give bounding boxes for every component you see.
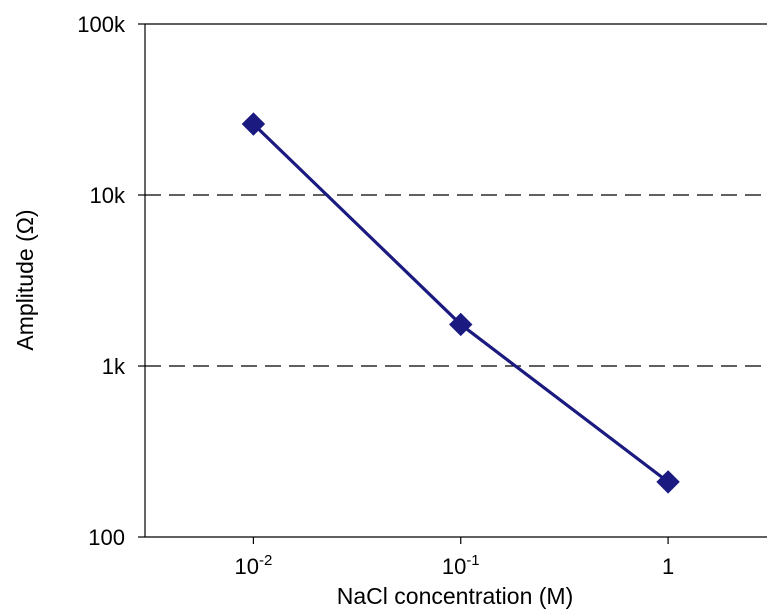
y-tick-label-3: 100 — [88, 525, 125, 550]
x-axis-title: NaCl concentration (M) — [337, 583, 573, 609]
data-point-1 — [449, 312, 473, 337]
y-axis-title: Amplitude (Ω) — [12, 209, 38, 350]
axis-layer — [138, 23, 767, 544]
series-layer — [241, 112, 680, 494]
label-layer: NaCl concentration (M) Amplitude (Ω) 100… — [12, 12, 674, 609]
series-line-0 — [252, 122, 670, 484]
data-point-0 — [241, 112, 266, 136]
y-tick-label-0: 100k — [77, 12, 126, 37]
y-tick-label-2: 1k — [102, 354, 126, 379]
x-tick-label-1: 10-1 — [442, 552, 480, 579]
data-point-2 — [656, 470, 680, 494]
grid-layer — [145, 194, 767, 367]
y-tick-label-1: 10k — [90, 183, 126, 208]
x-tick-label-2: 1 — [662, 554, 674, 579]
x-tick-label-0: 10-2 — [234, 552, 272, 579]
